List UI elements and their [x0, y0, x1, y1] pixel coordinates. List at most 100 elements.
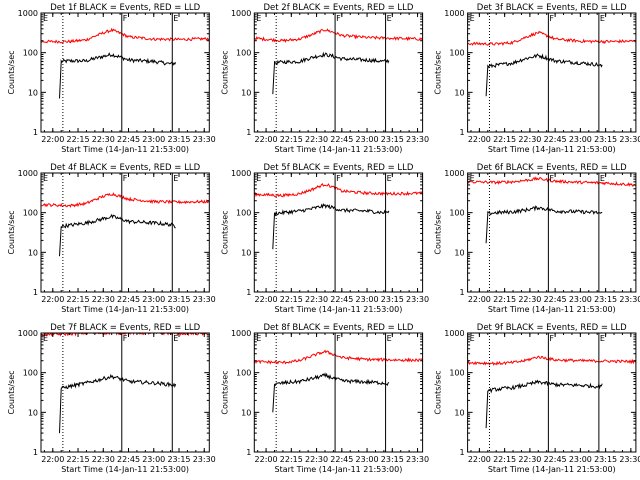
- x-axis-label: Start Time (14-Jan-11 21:53:00): [275, 305, 403, 314]
- y-tick-label: 1000: [18, 329, 38, 338]
- x-tick-label: 23:30: [193, 455, 216, 464]
- marker-label: E: [173, 334, 178, 343]
- axes-frame: [253, 12, 424, 133]
- x-tick-label: 23:00: [142, 295, 165, 304]
- y-tick-label: 1: [246, 448, 251, 457]
- events-series-line: [485, 379, 603, 429]
- x-tick-label: 23:30: [193, 295, 216, 304]
- y-tick-label: 100: [23, 49, 38, 58]
- y-tick-label: 1: [246, 128, 251, 137]
- y-tick-label: 100: [449, 49, 464, 58]
- x-tick-label: 23:30: [193, 135, 216, 144]
- marker-label: E: [600, 174, 605, 183]
- x-tick-label: 22:15: [66, 295, 89, 304]
- x-tick-label: 23:30: [619, 295, 640, 304]
- x-tick-label: 22:30: [92, 295, 115, 304]
- x-tick-label: 22:15: [66, 135, 89, 144]
- panel-title: Det 9f BLACK = Events, RED = LLD: [477, 323, 627, 333]
- x-tick-label: 22:15: [280, 135, 303, 144]
- x-tick-label: 23:15: [594, 295, 617, 304]
- x-axis-label: Start Time (14-Jan-11 21:53:00): [61, 465, 189, 474]
- events-series-line: [485, 53, 603, 97]
- lld-series-line: [41, 27, 210, 44]
- marker-label: F: [549, 14, 554, 23]
- x-tick-label: 23:00: [569, 135, 592, 144]
- marker-label: E: [387, 174, 392, 183]
- y-tick-label: 100: [23, 209, 38, 218]
- x-tick-label: 22:00: [255, 295, 278, 304]
- events-series-line: [272, 372, 390, 413]
- x-tick-label: 23:15: [594, 455, 617, 464]
- panel-title: Det 4f BLACK = Events, RED = LLD: [50, 163, 200, 173]
- y-tick-label: 10: [28, 248, 38, 257]
- marker-label: E: [256, 174, 261, 183]
- x-tick-label: 22:45: [544, 135, 567, 144]
- x-tick-label: 23:30: [619, 135, 640, 144]
- events-series-line: [272, 203, 390, 250]
- x-tick-label: 22:00: [255, 455, 278, 464]
- marker-label: F: [549, 174, 554, 183]
- events-series-line: [272, 51, 390, 95]
- panel-title: Det 1f BLACK = Events, RED = LLD: [50, 3, 200, 13]
- x-axis-label: Start Time (14-Jan-11 21:53:00): [488, 145, 616, 154]
- y-tick-label: 10: [454, 248, 464, 257]
- x-tick-label: 23:15: [167, 295, 190, 304]
- x-tick-label: 23:00: [356, 295, 379, 304]
- x-tick-label: 22:00: [468, 135, 491, 144]
- y-axis-label: Counts/sec: [220, 210, 229, 254]
- marker-label: E: [43, 334, 48, 343]
- x-tick-label: 23:30: [406, 295, 429, 304]
- y-tick-label: 1: [460, 128, 465, 137]
- y-tick-label: 1: [460, 288, 465, 297]
- y-tick-label: 10: [454, 88, 464, 97]
- y-tick-label: 1000: [444, 329, 464, 338]
- lld-series-line: [254, 28, 423, 44]
- marker-label: E: [470, 334, 475, 343]
- marker-label: F: [123, 334, 128, 343]
- x-tick-label: 22:45: [330, 135, 353, 144]
- panel-title: Det 6f BLACK = Events, RED = LLD: [477, 163, 627, 173]
- y-axis-label: Counts/sec: [7, 50, 16, 94]
- marker-label: F: [123, 174, 128, 183]
- x-tick-label: 22:30: [92, 135, 115, 144]
- panel-title: Det 5f BLACK = Events, RED = LLD: [263, 163, 413, 173]
- axes-frame: [467, 12, 637, 133]
- x-tick-label: 22:45: [117, 455, 140, 464]
- marker-label: E: [387, 334, 392, 343]
- x-axis-label: Start Time (14-Jan-11 21:53:00): [61, 305, 189, 314]
- panel-title: Det 3f BLACK = Events, RED = LLD: [477, 3, 627, 13]
- x-tick-label: 22:30: [518, 295, 541, 304]
- y-tick-label: 1: [33, 128, 38, 137]
- x-tick-label: 22:15: [280, 455, 303, 464]
- y-tick-label: 1: [246, 288, 251, 297]
- panel-title: Det 7f BLACK = Events, RED = LLD: [50, 323, 200, 333]
- axes-frame: [40, 332, 210, 453]
- x-tick-label: 23:30: [406, 455, 429, 464]
- x-tick-label: 22:00: [41, 135, 64, 144]
- x-tick-label: 23:15: [167, 135, 190, 144]
- x-tick-label: 22:30: [518, 135, 541, 144]
- axes-frame: [253, 172, 424, 293]
- marker-label: E: [256, 14, 261, 23]
- y-tick-label: 100: [236, 209, 251, 218]
- marker-label: E: [173, 174, 178, 183]
- y-tick-label: 100: [449, 209, 464, 218]
- y-tick-label: 1000: [231, 9, 251, 18]
- marker-label: F: [336, 174, 341, 183]
- marker-label: F: [336, 14, 341, 23]
- marker-label: F: [123, 14, 128, 23]
- marker-label: E: [43, 174, 48, 183]
- lld-series-line: [254, 349, 423, 365]
- x-tick-label: 23:00: [569, 295, 592, 304]
- axes-frame: [253, 332, 424, 453]
- events-series-line: [59, 52, 177, 99]
- x-tick-label: 22:00: [468, 455, 491, 464]
- y-tick-label: 100: [23, 369, 38, 378]
